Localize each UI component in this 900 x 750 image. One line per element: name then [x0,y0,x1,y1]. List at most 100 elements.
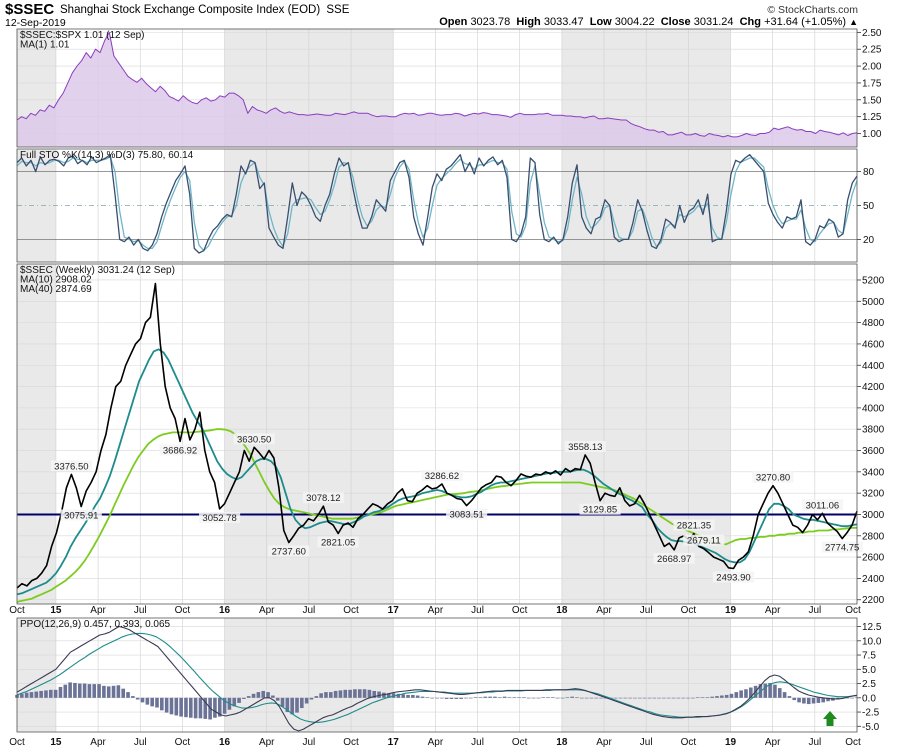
ppo-xtick-label: Jul [640,737,653,748]
ppo-histogram-bar [435,697,439,699]
ppo-histogram-bar [671,697,676,699]
ppo-histogram-bar [440,697,444,699]
ppo-histogram-bar [169,697,174,715]
price-annotation-bg [712,571,755,583]
price-annotation: 3558.13 [568,442,602,453]
ppo-histogram-bar [198,697,203,719]
ppo-xtick-label: Oct [343,737,359,748]
price-annotation-bg [268,545,310,557]
ppo-xtick-label: 18 [556,737,568,748]
main-xtick-label: Apr [765,605,781,616]
ppo-histogram-bar [797,697,801,703]
index-full-name: Shanghai Stock Exchange Composite Index … [60,4,321,16]
price-annotation-bg [302,492,344,504]
chg-value: +31.64 (+1.05%) [764,16,847,28]
sto-k-line [16,154,858,254]
low-label: Low [589,16,612,28]
open-label: Open [439,16,468,28]
price-ytick-label: 4800 [862,318,885,329]
buy-arrow-icon [823,711,837,726]
ppo-histogram-bar [777,688,782,698]
ppo-histogram-bar [522,697,526,698]
ppo-histogram-bar [275,697,280,701]
price-annotation: 3083.51 [449,510,483,521]
price-annotation-bg [673,519,715,531]
price-annotation: 2679.11 [687,536,721,547]
ppo-histogram-bar [473,697,478,698]
ppo-xtick-label: Oct [512,737,528,748]
ppo-ytick-label: 10.0 [862,636,882,647]
ppo-histogram-bar [686,697,690,699]
ppo-histogram-bar [237,697,241,703]
ppo-xtick-label: Oct [175,737,191,748]
main-xtick-label: Oct [343,605,359,616]
ppo-histogram-bar [594,697,599,699]
ppo-histogram-bar [213,697,217,718]
ppo-histogram-bar [135,697,140,700]
quote-summary: Open 3023.78 High 3033.47 Low 3004.22 Cl… [439,16,858,28]
price-ytick-label: 5000 [862,297,885,308]
ppo-histogram-bar [367,689,372,698]
price-annotation: 2737.60 [272,547,306,558]
price-ytick-label: 3400 [862,467,885,478]
price-annotation: 3129.85 [583,505,617,516]
ppo-histogram-bar [106,686,111,698]
ppo-xtick-label: Jul [471,737,484,748]
ppo-histogram-bar [633,697,637,699]
ppo-histogram-bar [787,696,792,698]
ppo-xtick-label: 16 [219,737,231,748]
ppo-histogram-bar [449,697,454,699]
brand-watermark: © StockCharts.com [767,4,858,16]
ppo-xtick-label: Jul [808,737,821,748]
main-xtick-label: Oct [9,605,25,616]
ppo-histogram-bar [488,696,492,698]
ppo-histogram-bar [295,697,299,713]
ppo-histogram-bar [319,693,323,698]
ppo-histogram-bar [39,690,43,698]
ppo-histogram-bar [734,692,739,698]
ppo-histogram-bar [87,684,92,698]
ppo-histogram-bar [802,697,806,704]
ppo-histogram-bar [691,697,695,699]
ppo-histogram-bar [744,689,748,698]
sto-ytick-label: 80 [863,167,875,178]
ppo-histogram-bar [362,689,367,698]
ppo-histogram-bar [845,697,850,699]
ppo-histogram-bar [164,697,169,713]
price-annotation-bg [579,503,621,515]
ppo-histogram-bar [44,690,48,698]
ppo-histogram-bar [246,696,251,698]
ratio-ytick-label: 1.00 [862,129,882,140]
ppo-histogram-bar [420,696,425,698]
ppo-xtick-label: Jul [302,737,315,748]
ppo-histogram-bar [792,697,797,701]
ppo-panel-border [16,617,858,733]
ppo-histogram-bar [217,697,222,717]
ppo-xtick-label: 15 [50,737,62,748]
ppo-histogram-bar [806,697,811,705]
ppo-histogram-bar [328,692,333,698]
ppo-histogram-bar [338,690,343,698]
ppo-panel-bg [17,618,857,732]
ppo-histogram-bar [502,696,507,698]
ppo-histogram-bar [150,697,154,707]
price-line [16,282,858,589]
price-ytick-label: 4200 [862,382,885,393]
price-year-band [17,264,56,604]
ppo-xtick-label: Oct [9,737,25,748]
ratio-ytick-label: 1.50 [862,95,882,106]
price-ytick-label: 2400 [862,574,885,585]
ppo-histogram-bar [705,697,710,698]
ppo-histogram-bar [850,697,854,699]
sto-panel-border [16,148,858,263]
price-annotation: 3686.92 [163,445,197,456]
ppo-histogram-bar [348,689,352,698]
ppo-histogram-bar [34,691,39,698]
price-annotation-bg [801,499,843,511]
ppo-histogram-bar [647,697,652,699]
price-annotation: 3078.12 [306,493,340,504]
ratio-ytick-label: 1.25 [862,112,882,123]
ppo-histogram-bar [599,697,603,699]
ppo-histogram-bar [739,690,743,698]
